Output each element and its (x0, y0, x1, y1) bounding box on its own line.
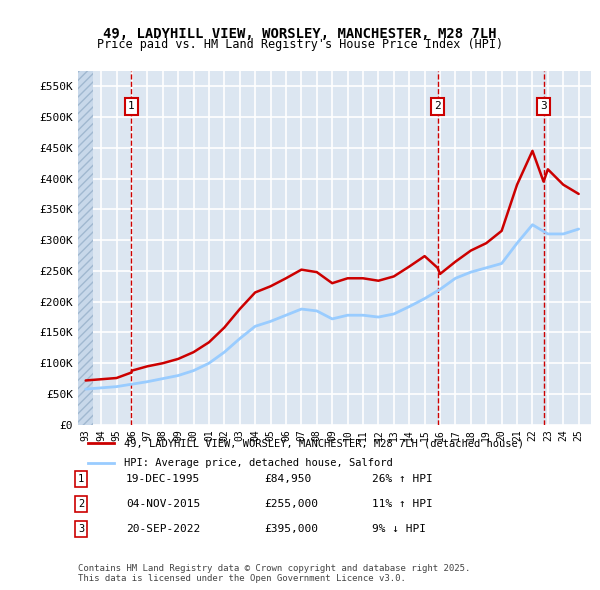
Text: 3: 3 (78, 524, 84, 533)
Text: 2: 2 (434, 101, 441, 111)
Text: 1: 1 (78, 474, 84, 484)
Text: 26% ↑ HPI: 26% ↑ HPI (372, 474, 433, 484)
Text: HPI: Average price, detached house, Salford: HPI: Average price, detached house, Salf… (124, 458, 393, 467)
Text: 3: 3 (540, 101, 547, 111)
Text: Price paid vs. HM Land Registry's House Price Index (HPI): Price paid vs. HM Land Registry's House … (97, 38, 503, 51)
Text: 04-NOV-2015: 04-NOV-2015 (126, 499, 200, 509)
Text: 11% ↑ HPI: 11% ↑ HPI (372, 499, 433, 509)
Text: £255,000: £255,000 (264, 499, 318, 509)
Text: £395,000: £395,000 (264, 524, 318, 533)
Text: 20-SEP-2022: 20-SEP-2022 (126, 524, 200, 533)
Bar (0, 71, 94, 425)
Text: 9% ↓ HPI: 9% ↓ HPI (372, 524, 426, 533)
Text: 2: 2 (78, 499, 84, 509)
Text: £84,950: £84,950 (264, 474, 311, 484)
Text: 49, LADYHILL VIEW, WORSLEY, MANCHESTER, M28 7LH: 49, LADYHILL VIEW, WORSLEY, MANCHESTER, … (103, 27, 497, 41)
Text: 1: 1 (128, 101, 135, 111)
Text: 19-DEC-1995: 19-DEC-1995 (126, 474, 200, 484)
Text: 49, LADYHILL VIEW, WORSLEY, MANCHESTER, M28 7LH (detached house): 49, LADYHILL VIEW, WORSLEY, MANCHESTER, … (124, 438, 524, 448)
Text: Contains HM Land Registry data © Crown copyright and database right 2025.
This d: Contains HM Land Registry data © Crown c… (78, 563, 470, 583)
